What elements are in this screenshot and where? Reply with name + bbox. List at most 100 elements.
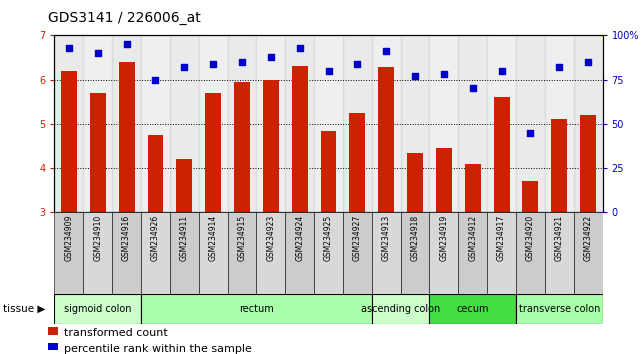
Bar bbox=[516, 212, 545, 294]
Point bbox=[64, 45, 74, 51]
Bar bbox=[574, 35, 603, 212]
Text: GSM234914: GSM234914 bbox=[208, 215, 218, 261]
Bar bbox=[545, 212, 574, 294]
Bar bbox=[378, 67, 394, 212]
Point bbox=[583, 59, 594, 65]
Bar bbox=[228, 212, 256, 294]
Text: GSM234924: GSM234924 bbox=[295, 215, 304, 261]
Bar bbox=[83, 212, 112, 294]
Bar bbox=[83, 35, 112, 212]
Bar bbox=[112, 212, 141, 294]
Bar bbox=[372, 35, 401, 212]
Bar bbox=[292, 67, 308, 212]
Text: GDS3141 / 226006_at: GDS3141 / 226006_at bbox=[48, 11, 201, 25]
Bar bbox=[112, 35, 141, 212]
Bar bbox=[234, 82, 250, 212]
Bar bbox=[401, 35, 429, 212]
Point bbox=[381, 48, 391, 54]
Bar bbox=[176, 159, 192, 212]
Text: GSM234926: GSM234926 bbox=[151, 215, 160, 261]
Text: GSM234922: GSM234922 bbox=[583, 215, 593, 261]
Bar bbox=[343, 35, 372, 212]
Bar bbox=[551, 120, 567, 212]
Text: GSM234925: GSM234925 bbox=[324, 215, 333, 261]
Point bbox=[150, 77, 160, 82]
Point bbox=[93, 50, 103, 56]
Bar bbox=[372, 212, 401, 294]
Text: ascending colon: ascending colon bbox=[361, 304, 440, 314]
Bar bbox=[574, 212, 603, 294]
Text: GSM234919: GSM234919 bbox=[439, 215, 449, 261]
Point bbox=[554, 64, 564, 70]
Bar bbox=[285, 212, 314, 294]
Bar bbox=[170, 212, 199, 294]
Text: cecum: cecum bbox=[456, 304, 489, 314]
Text: transverse colon: transverse colon bbox=[519, 304, 600, 314]
Bar bbox=[545, 35, 574, 212]
Text: rectum: rectum bbox=[239, 304, 274, 314]
Text: GSM234920: GSM234920 bbox=[526, 215, 535, 261]
Bar bbox=[349, 113, 365, 212]
Text: GSM234910: GSM234910 bbox=[93, 215, 103, 261]
Bar bbox=[285, 35, 314, 212]
Text: GSM234917: GSM234917 bbox=[497, 215, 506, 261]
Bar bbox=[314, 212, 343, 294]
Text: GSM234916: GSM234916 bbox=[122, 215, 131, 261]
Bar bbox=[54, 294, 141, 324]
Text: GSM234923: GSM234923 bbox=[266, 215, 276, 261]
Text: sigmoid colon: sigmoid colon bbox=[64, 304, 131, 314]
Bar bbox=[54, 35, 83, 212]
Bar bbox=[141, 294, 372, 324]
Bar bbox=[320, 131, 337, 212]
Bar bbox=[256, 35, 285, 212]
Bar bbox=[458, 212, 487, 294]
Text: GSM234909: GSM234909 bbox=[64, 215, 74, 261]
Point bbox=[294, 45, 305, 51]
Bar bbox=[343, 212, 372, 294]
Bar bbox=[429, 212, 458, 294]
Text: GSM234912: GSM234912 bbox=[468, 215, 478, 261]
Bar bbox=[494, 97, 510, 212]
Bar bbox=[458, 35, 487, 212]
Text: GSM234918: GSM234918 bbox=[410, 215, 420, 261]
Text: GSM234911: GSM234911 bbox=[179, 215, 189, 261]
Bar bbox=[429, 294, 516, 324]
Text: percentile rank within the sample: percentile rank within the sample bbox=[64, 344, 252, 354]
Bar bbox=[263, 80, 279, 212]
Point bbox=[237, 59, 247, 65]
Text: transformed count: transformed count bbox=[64, 328, 168, 338]
Bar bbox=[54, 212, 83, 294]
Bar bbox=[141, 35, 170, 212]
Point bbox=[179, 64, 190, 70]
Bar bbox=[401, 212, 429, 294]
Bar bbox=[429, 35, 458, 212]
Text: GSM234915: GSM234915 bbox=[237, 215, 247, 261]
Point bbox=[122, 41, 132, 47]
Bar bbox=[516, 35, 545, 212]
Text: GSM234913: GSM234913 bbox=[381, 215, 391, 261]
Bar bbox=[170, 35, 199, 212]
Bar bbox=[372, 294, 429, 324]
Text: GSM234921: GSM234921 bbox=[554, 215, 564, 261]
Bar bbox=[90, 93, 106, 212]
Bar bbox=[407, 153, 423, 212]
Bar bbox=[436, 148, 452, 212]
Bar bbox=[141, 212, 170, 294]
Bar bbox=[522, 181, 538, 212]
Point bbox=[208, 61, 218, 67]
Bar bbox=[147, 135, 163, 212]
Bar bbox=[205, 93, 221, 212]
Text: tissue ▶: tissue ▶ bbox=[3, 304, 46, 314]
Bar bbox=[199, 212, 228, 294]
Bar bbox=[256, 212, 285, 294]
Bar bbox=[119, 62, 135, 212]
Bar bbox=[516, 294, 603, 324]
Point bbox=[525, 130, 535, 136]
Point bbox=[323, 68, 333, 74]
Bar bbox=[465, 164, 481, 212]
Point bbox=[438, 72, 449, 77]
Point bbox=[410, 73, 420, 79]
Point bbox=[353, 61, 363, 67]
Bar bbox=[61, 71, 77, 212]
Bar bbox=[314, 35, 343, 212]
